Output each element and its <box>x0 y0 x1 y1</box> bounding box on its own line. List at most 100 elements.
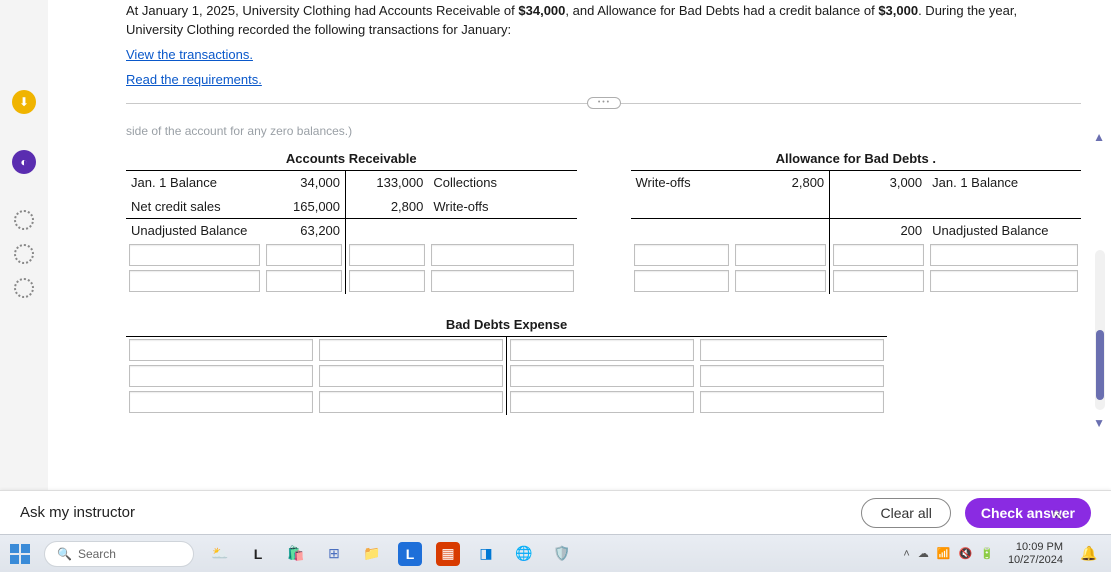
start-button[interactable] <box>10 544 30 564</box>
tray-battery-icon[interactable]: 🔋 <box>980 547 994 560</box>
ar-blank-2-label-right[interactable] <box>431 270 573 292</box>
ar-r1-credit: 133,000 <box>346 170 429 194</box>
nav-stub-2[interactable] <box>14 244 34 264</box>
taskbar-search-placeholder: Search <box>78 547 116 561</box>
bde-r1-credit[interactable] <box>510 339 694 361</box>
tray-wifi-icon[interactable]: 📶 <box>937 547 951 560</box>
ar-bal-label: Unadjusted Balance <box>126 218 263 242</box>
check-answer-button[interactable]: Check answer ↖ <box>965 498 1091 528</box>
clear-all-button[interactable]: Clear all <box>861 498 950 528</box>
allow-blank-2-debit[interactable] <box>735 270 826 292</box>
tray-cloud-icon[interactable]: ☁ <box>918 547 929 560</box>
tray-volume-icon[interactable]: 🔇 <box>959 547 973 560</box>
taskbar-app-5[interactable]: 📁 <box>360 542 384 566</box>
nav-play-icon[interactable]: ◐ <box>12 150 36 174</box>
accounts-receivable-taccount: Accounts Receivable Jan. 1 Balance 34,00… <box>126 146 577 294</box>
ar-blank-1-label-left[interactable] <box>129 244 260 266</box>
scroll-up-icon[interactable]: ▲ <box>1093 130 1105 144</box>
notifications-icon[interactable]: 🔔 <box>1077 542 1101 566</box>
tray-chevron-icon[interactable]: ˄ <box>903 548 909 560</box>
bde-r1-label-left[interactable] <box>129 339 313 361</box>
bde-r2-label-left[interactable] <box>129 365 313 387</box>
bde-r2-debit[interactable] <box>319 365 503 387</box>
taskbar-search[interactable]: 🔍 Search <box>44 541 194 567</box>
bde-title: Bad Debts Expense <box>126 312 887 336</box>
nav-stub-3[interactable] <box>14 278 34 298</box>
cutoff-instruction: side of the account for any zero balance… <box>126 124 1081 138</box>
allow-blank-2-label-right[interactable] <box>930 270 1078 292</box>
left-nav-strip: ⬇ ◐ <box>0 0 48 490</box>
intro-part2: , and Allowance for Bad Debts had a cred… <box>565 3 878 18</box>
taskbar-clock[interactable]: 10:09 PM 10/27/2024 <box>1008 541 1063 565</box>
ar-r2-credit: 2,800 <box>346 194 429 218</box>
scrollbar-thumb[interactable] <box>1096 330 1104 400</box>
taskbar-app-6[interactable]: L <box>398 542 422 566</box>
bde-r3-label-left[interactable] <box>129 391 313 413</box>
clock-date: 10/27/2024 <box>1008 554 1063 566</box>
taskbar-app-9[interactable]: 🌐 <box>512 542 536 566</box>
bde-r1-label-right[interactable] <box>700 339 884 361</box>
intro-part3: . During the year, <box>918 3 1017 18</box>
taskbar-app-2[interactable]: L <box>246 542 270 566</box>
bde-r2-credit[interactable] <box>510 365 694 387</box>
intro-allow-amount: $3,000 <box>878 3 918 18</box>
main-content: At January 1, 2025, University Clothing … <box>48 0 1111 490</box>
intro-part1: At January 1, 2025, University Clothing … <box>126 3 518 18</box>
vertical-scrollbar[interactable] <box>1095 250 1105 410</box>
view-transactions-link[interactable]: View the transactions. <box>126 46 253 65</box>
bad-debts-expense-wrap: Bad Debts Expense <box>126 312 1081 415</box>
bad-debts-expense-taccount: Bad Debts Expense <box>126 312 887 415</box>
allow-r1-debit: 2,800 <box>732 170 829 194</box>
taskbar-app-8[interactable]: ◨ <box>474 542 498 566</box>
allowance-taccount: Allowance for Bad Debts . Write-offs 2,8… <box>631 146 1082 294</box>
ar-blank-2-credit[interactable] <box>349 270 425 292</box>
expand-pill[interactable]: • • • <box>587 97 621 109</box>
bde-r1-debit[interactable] <box>319 339 503 361</box>
taskbar-app-10[interactable]: 🛡️ <box>550 542 574 566</box>
taskbar-app-7[interactable]: ▦ <box>436 542 460 566</box>
cursor-icon: ↖ <box>1053 508 1063 522</box>
ar-r2-label-left: Net credit sales <box>126 194 263 218</box>
nav-down-icon[interactable]: ⬇ <box>12 90 36 114</box>
bde-r2-label-right[interactable] <box>700 365 884 387</box>
ask-instructor-link[interactable]: Ask my instructor <box>20 504 135 521</box>
ar-r1-label-left: Jan. 1 Balance <box>126 170 263 194</box>
t-account-row: Accounts Receivable Jan. 1 Balance 34,00… <box>126 146 1081 294</box>
scroll-down-icon[interactable]: ▼ <box>1093 416 1105 430</box>
ar-r1-debit: 34,000 <box>263 170 346 194</box>
read-requirements-link[interactable]: Read the requirements. <box>126 71 262 90</box>
intro-ar-amount: $34,000 <box>518 3 565 18</box>
search-icon: 🔍 <box>57 547 72 561</box>
ar-blank-1-label-right[interactable] <box>431 244 573 266</box>
allow-bal-credit: 200 <box>830 218 927 242</box>
ar-blank-1-credit[interactable] <box>349 244 425 266</box>
taskbar-app-1[interactable]: 🌥️ <box>208 542 232 566</box>
allow-r1-label-left: Write-offs <box>631 170 733 194</box>
ar-blank-2-debit[interactable] <box>266 270 342 292</box>
ar-blank-2-label-left[interactable] <box>129 270 260 292</box>
allow-r1-credit: 3,000 <box>830 170 927 194</box>
action-footer: Ask my instructor Clear all Check answer… <box>0 490 1111 534</box>
allow-blank-1-debit[interactable] <box>735 244 826 266</box>
allow-r1-label-right: Jan. 1 Balance <box>927 170 1081 194</box>
allow-blank-2-label-left[interactable] <box>634 270 730 292</box>
allow-blank-2-credit[interactable] <box>833 270 924 292</box>
allow-blank-1-label-right[interactable] <box>930 244 1078 266</box>
allow-blank-1-label-left[interactable] <box>634 244 730 266</box>
ar-r1-label-right: Collections <box>428 170 576 194</box>
bde-r3-label-right[interactable] <box>700 391 884 413</box>
allow-blank-1-credit[interactable] <box>833 244 924 266</box>
nav-stub-1[interactable] <box>14 210 34 230</box>
problem-intro: At January 1, 2025, University Clothing … <box>126 2 1081 89</box>
intro-line2: University Clothing recorded the followi… <box>126 22 511 37</box>
ar-bal-debit: 63,200 <box>263 218 346 242</box>
allow-title: Allowance for Bad Debts . <box>631 146 1082 170</box>
ar-blank-1-debit[interactable] <box>266 244 342 266</box>
allow-bal-label: Unadjusted Balance <box>927 218 1081 242</box>
taskbar-app-4[interactable]: ⊞ <box>322 542 346 566</box>
taskbar-app-3[interactable]: 🛍️ <box>284 542 308 566</box>
bde-r3-debit[interactable] <box>319 391 503 413</box>
system-tray[interactable]: ˄ ☁ 📶 🔇 🔋 <box>903 547 994 560</box>
ar-r2-debit: 165,000 <box>263 194 346 218</box>
bde-r3-credit[interactable] <box>510 391 694 413</box>
